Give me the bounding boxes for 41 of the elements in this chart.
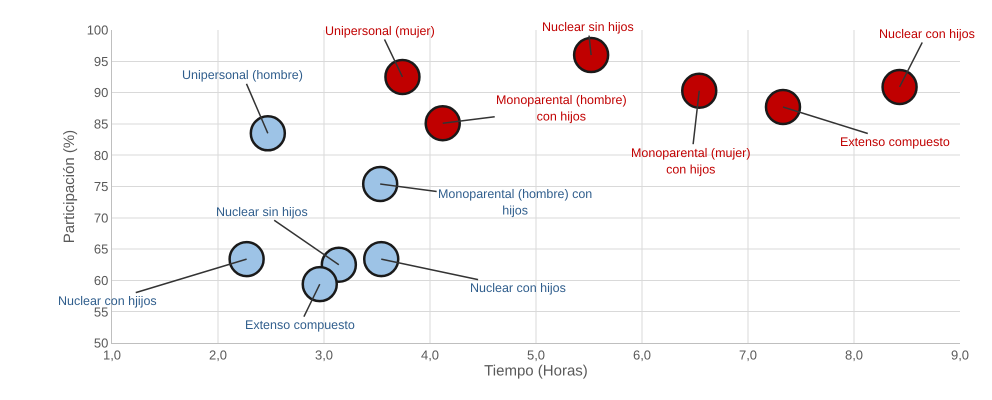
y-tick-label: 85	[94, 116, 108, 132]
x-tick-label: 8,0	[844, 348, 864, 363]
x-tick-label: 2,0	[208, 348, 228, 363]
annotation: Extenso compuesto	[245, 318, 355, 332]
point	[881, 68, 918, 106]
y-tick-label: 90	[94, 85, 108, 100]
annotation: Nuclear sin hijos	[216, 205, 308, 219]
x-tick-label: 3,0	[314, 348, 334, 363]
point	[250, 115, 286, 152]
point	[363, 240, 400, 278]
annotation: Monoparental (hombre) con hijos	[438, 187, 592, 218]
y-tick-label: 65	[94, 242, 108, 257]
y-axis-title: Participación (%)	[60, 130, 78, 244]
x-tick-label: 5,0	[526, 348, 546, 363]
point	[764, 88, 802, 126]
y-tick-label: 70	[94, 210, 108, 226]
x-tick-label: 9,0	[950, 348, 970, 363]
annotation: Monoparental (mujer) con hijos	[631, 146, 750, 176]
annotation: Monoparental (hombre) con hijos	[496, 93, 627, 124]
annotation: Nuclear con hijos	[879, 27, 975, 41]
annotation: Unipersonal (mujer)	[325, 24, 435, 38]
point	[681, 72, 718, 109]
annotation: Nuclear con hijos	[470, 281, 566, 295]
point	[424, 105, 461, 142]
x-tick-label: 4,0	[420, 348, 440, 363]
y-tick-label: 60	[94, 272, 108, 288]
point	[384, 58, 421, 96]
point	[362, 166, 398, 202]
point	[228, 240, 265, 278]
point	[302, 266, 338, 302]
x-tick-label: 7,0	[738, 348, 758, 363]
annotation: Extenso compuesto	[840, 135, 950, 149]
y-tick-label: 80	[94, 148, 108, 163]
y-tick-label: 100	[86, 22, 108, 38]
y-tick-label: 75	[94, 179, 108, 194]
annotation: Nuclear sin hijos	[542, 20, 634, 34]
y-tick-label: 95	[94, 54, 108, 69]
x-axis-title: Tiempo (Horas)	[484, 362, 588, 380]
point	[572, 36, 610, 74]
x-tick-label: 6,0	[632, 348, 652, 363]
annotation: Unipersonal (hombre)	[182, 68, 303, 82]
